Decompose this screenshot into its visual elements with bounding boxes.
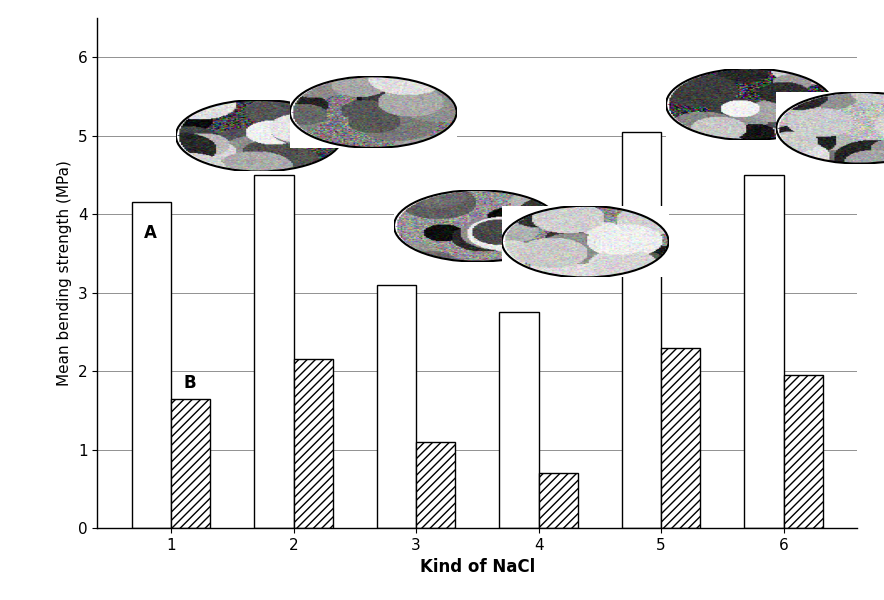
Bar [784, 375, 823, 528]
Bar [293, 359, 332, 528]
Bar [377, 285, 416, 528]
Text: A: A [144, 224, 156, 242]
Bar [538, 473, 578, 528]
Bar [499, 312, 538, 528]
Bar [132, 202, 171, 528]
Bar [661, 347, 700, 528]
Y-axis label: Mean bending strength (MPa): Mean bending strength (MPa) [57, 160, 72, 386]
Bar [622, 132, 661, 528]
Bar [416, 442, 455, 528]
Bar [255, 175, 293, 528]
Bar [744, 175, 784, 528]
X-axis label: Kind of NaCl: Kind of NaCl [420, 558, 535, 576]
Text: B: B [183, 374, 195, 392]
Bar [171, 398, 210, 528]
